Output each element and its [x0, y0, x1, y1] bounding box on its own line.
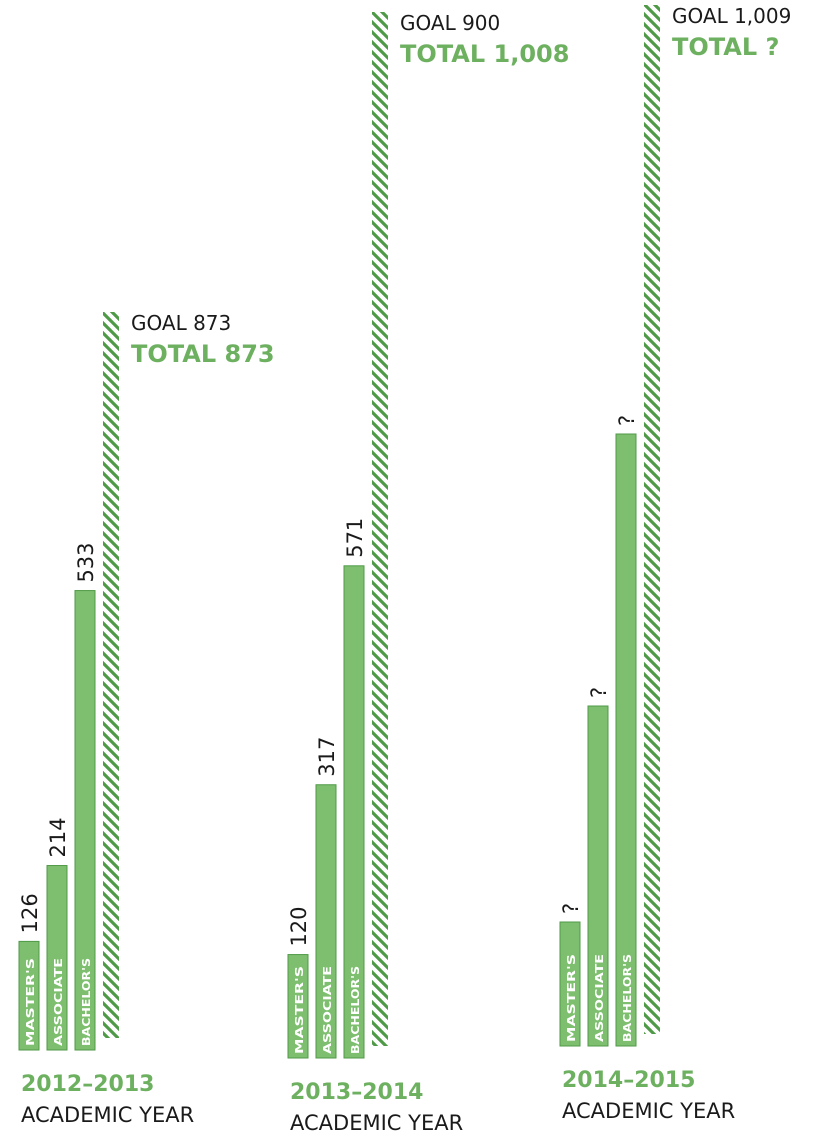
- bar-category-label: ASSOCIATE: [52, 958, 65, 1046]
- data-label: 120: [287, 906, 311, 946]
- data-label: ?: [587, 687, 611, 698]
- goal-bar: [103, 312, 119, 1038]
- data-label: 126: [18, 893, 42, 933]
- bar-category-label: ASSOCIATE: [321, 966, 334, 1054]
- academic-year-label: ACADEMIC YEAR: [562, 1099, 735, 1123]
- year-label: 2014–2015: [562, 1068, 695, 1093]
- total-label: TOTAL ?: [672, 33, 779, 61]
- data-label: 214: [46, 817, 70, 857]
- year-group: MASTER'S 126 ASSOCIATE 214 BACHELOR'S 533 GOAL…: [18, 311, 275, 1127]
- bar-category-label: ASSOCIATE: [593, 954, 606, 1042]
- bar: [74, 590, 96, 1051]
- year-label: 2013–2014: [290, 1080, 423, 1105]
- total-label: TOTAL 873: [131, 340, 275, 368]
- bar-category-label: MASTER'S: [293, 966, 306, 1054]
- goal-label: GOAL 900: [400, 11, 500, 35]
- bar: [46, 865, 68, 1051]
- goal-label: GOAL 873: [131, 311, 231, 335]
- total-label: TOTAL 1,008: [400, 40, 569, 68]
- year-group: MASTER'S? ASSOCIATE? BACHELOR'S? GOAL 1,009…: [559, 4, 791, 1123]
- bar: [18, 940, 40, 1051]
- bar: [559, 921, 581, 1047]
- academic-year-label: ACADEMIC YEAR: [290, 1111, 463, 1135]
- year-group: MASTER'S 120 ASSOCIATE 317 BACHELOR'S 571 GOAL…: [287, 11, 569, 1135]
- data-label: 571: [343, 518, 367, 558]
- data-label: 317: [315, 737, 339, 777]
- bar: [315, 784, 337, 1059]
- bar-category-label: BACHELOR'S: [621, 954, 634, 1042]
- bar-category-label: MASTER'S: [24, 958, 37, 1046]
- goal-label: GOAL 1,009: [672, 4, 791, 28]
- data-label: 533: [74, 542, 98, 582]
- data-label: ?: [615, 415, 639, 426]
- goal-bar: [644, 5, 660, 1034]
- academic-year-label: ACADEMIC YEAR: [21, 1103, 194, 1127]
- bar: [587, 705, 609, 1047]
- goal-bar: [372, 12, 388, 1046]
- bar-category-label: BACHELOR'S: [349, 966, 362, 1054]
- bar-category-label: BACHELOR'S: [80, 958, 93, 1046]
- bar: [615, 433, 637, 1047]
- bar: [287, 954, 309, 1059]
- year-label: 2012–2013: [21, 1072, 154, 1097]
- bar-category-label: MASTER'S: [565, 954, 578, 1042]
- bar: [343, 565, 365, 1059]
- data-label: ?: [559, 903, 583, 914]
